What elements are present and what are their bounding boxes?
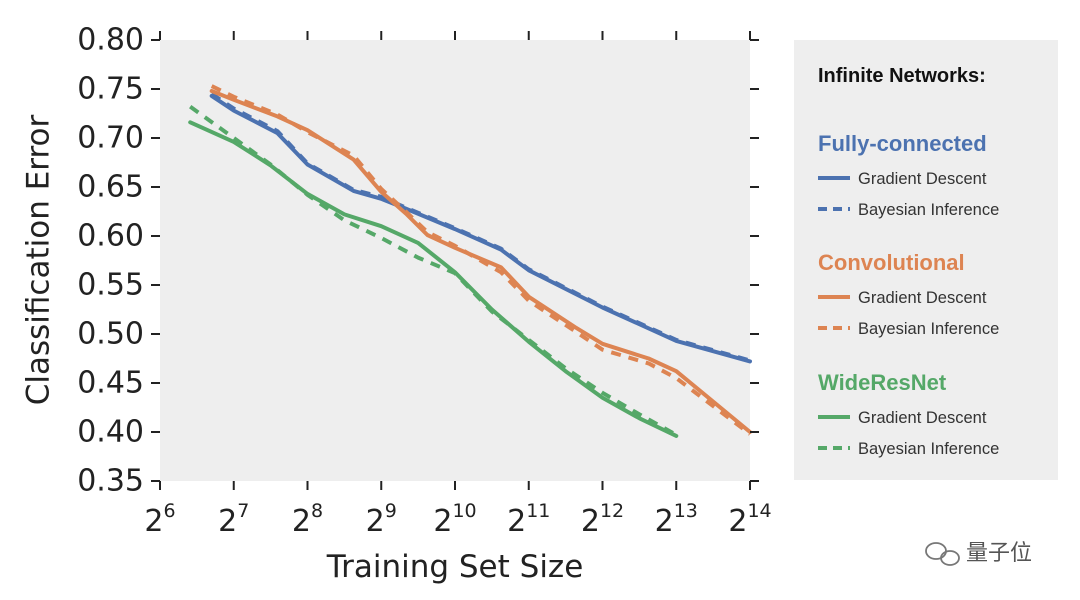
x-tick-label: 214 bbox=[728, 500, 771, 539]
legend-group-label: Fully-connected bbox=[818, 131, 987, 156]
legend-entry-label: Gradient Descent bbox=[858, 409, 987, 427]
plot-background bbox=[160, 40, 750, 481]
series-line-4 bbox=[188, 120, 679, 438]
x-tick-label: 210 bbox=[433, 500, 476, 539]
x-tick-label: 29 bbox=[366, 500, 397, 539]
legend: Infinite Networks: Fully-connected Gradie… bbox=[794, 40, 1058, 480]
legend-group-label: WideResNet bbox=[818, 370, 947, 395]
series-line-5 bbox=[189, 104, 678, 437]
watermark: 量子位 bbox=[925, 541, 1032, 566]
legend-entry-label: Bayesian Inference bbox=[858, 320, 999, 338]
watermark-text: 量子位 bbox=[966, 541, 1032, 566]
series-line-1 bbox=[210, 92, 751, 363]
legend-box bbox=[794, 40, 1058, 480]
y-tick-label: 0.40 bbox=[77, 415, 144, 450]
legend-entries: Fully-connected Gradient Descent Bayesian … bbox=[818, 131, 999, 458]
legend-entry-label: Gradient Descent bbox=[858, 289, 987, 307]
legend-title: Infinite Networks: bbox=[818, 65, 986, 87]
y-tick-label: 0.65 bbox=[77, 170, 144, 205]
legend-group-label: Convolutional bbox=[818, 250, 965, 275]
x-tick-label: 211 bbox=[507, 500, 550, 539]
wechat-icon bbox=[925, 542, 960, 566]
x-tick-label: 213 bbox=[655, 500, 698, 539]
axes-layer: 0.80 0.75 0.70 0.65 0.60 0.55 0.50 0.45 0.40 0.35… bbox=[77, 23, 771, 540]
x-tick-label: 26 bbox=[144, 500, 175, 539]
x-tick-label: 27 bbox=[218, 500, 249, 539]
y-tick-label: 0.75 bbox=[77, 72, 144, 107]
x-tick-label: 212 bbox=[581, 500, 624, 539]
legend-entry-label: Bayesian Inference bbox=[858, 201, 999, 219]
y-tick-label: 0.35 bbox=[77, 464, 144, 499]
y-tick-label: 0.80 bbox=[77, 23, 144, 58]
y-tick-label: 0.60 bbox=[77, 219, 144, 254]
x-axis-title: Training Set Size bbox=[326, 549, 584, 585]
y-tick-label: 0.50 bbox=[77, 317, 144, 352]
y-tick-label: 0.55 bbox=[77, 268, 144, 303]
series-line-2 bbox=[209, 89, 752, 434]
y-tick-label: 0.45 bbox=[77, 366, 144, 401]
y-axis-title: Classification Error bbox=[21, 114, 57, 405]
legend-entry-label: Bayesian Inference bbox=[858, 440, 999, 458]
legend-entry-label: Gradient Descent bbox=[858, 170, 987, 188]
y-tick-label: 0.70 bbox=[77, 121, 144, 156]
x-tick-label: 28 bbox=[292, 500, 323, 539]
series-layer bbox=[188, 84, 752, 438]
